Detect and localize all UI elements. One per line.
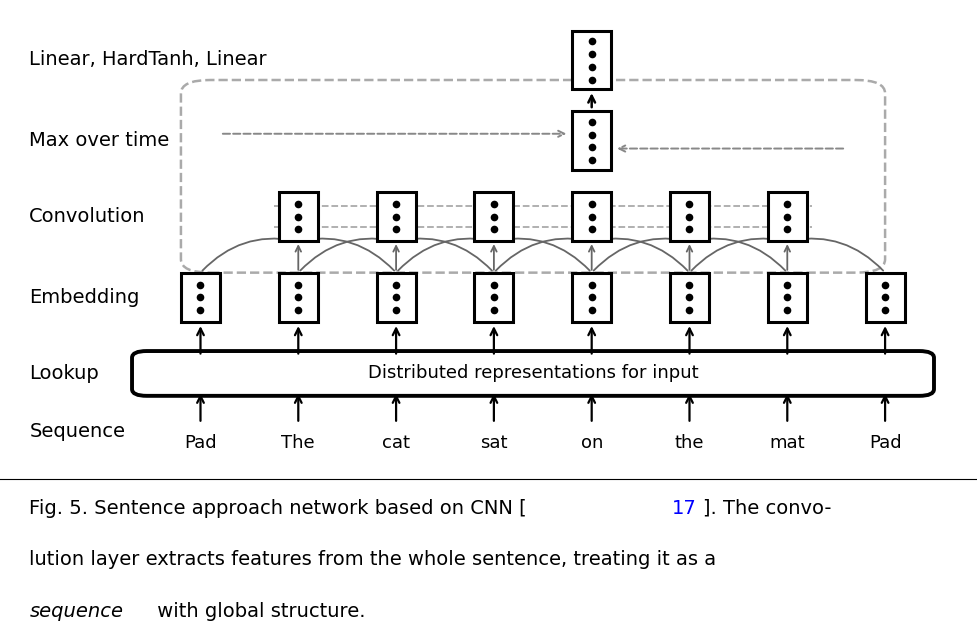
Text: Sequence: Sequence [29, 422, 125, 441]
FancyBboxPatch shape [572, 273, 611, 322]
Text: Linear, HardTanh, Linear: Linear, HardTanh, Linear [29, 51, 267, 69]
Text: ]. The convo-: ]. The convo- [702, 499, 831, 518]
FancyBboxPatch shape [181, 273, 220, 322]
Text: Embedding: Embedding [29, 288, 140, 307]
Text: on: on [580, 434, 602, 452]
FancyBboxPatch shape [572, 111, 611, 170]
FancyBboxPatch shape [865, 273, 904, 322]
FancyBboxPatch shape [376, 273, 415, 322]
Text: with global structure.: with global structure. [150, 602, 364, 621]
FancyBboxPatch shape [572, 31, 611, 89]
FancyBboxPatch shape [376, 192, 415, 241]
FancyBboxPatch shape [767, 273, 806, 322]
Text: The: The [281, 434, 315, 452]
Text: 17: 17 [671, 499, 696, 518]
Text: cat: cat [382, 434, 409, 452]
FancyBboxPatch shape [767, 192, 806, 241]
Text: Fig. 5. Sentence approach network based on CNN [: Fig. 5. Sentence approach network based … [29, 499, 527, 518]
FancyBboxPatch shape [474, 192, 513, 241]
FancyBboxPatch shape [474, 273, 513, 322]
Text: Pad: Pad [868, 434, 901, 452]
FancyBboxPatch shape [669, 273, 708, 322]
FancyBboxPatch shape [132, 351, 933, 396]
Text: Max over time: Max over time [29, 131, 169, 150]
Text: Distributed representations for input: Distributed representations for input [367, 364, 698, 383]
FancyBboxPatch shape [278, 192, 318, 241]
Text: lution layer extracts features from the whole sentence, treating it as a: lution layer extracts features from the … [29, 550, 716, 570]
Text: Lookup: Lookup [29, 364, 99, 383]
Text: sat: sat [480, 434, 507, 452]
Text: the: the [674, 434, 703, 452]
FancyBboxPatch shape [278, 273, 318, 322]
Text: Convolution: Convolution [29, 207, 146, 226]
Text: mat: mat [769, 434, 804, 452]
Text: sequence: sequence [29, 602, 123, 621]
FancyBboxPatch shape [669, 192, 708, 241]
FancyBboxPatch shape [572, 192, 611, 241]
Text: Pad: Pad [184, 434, 217, 452]
